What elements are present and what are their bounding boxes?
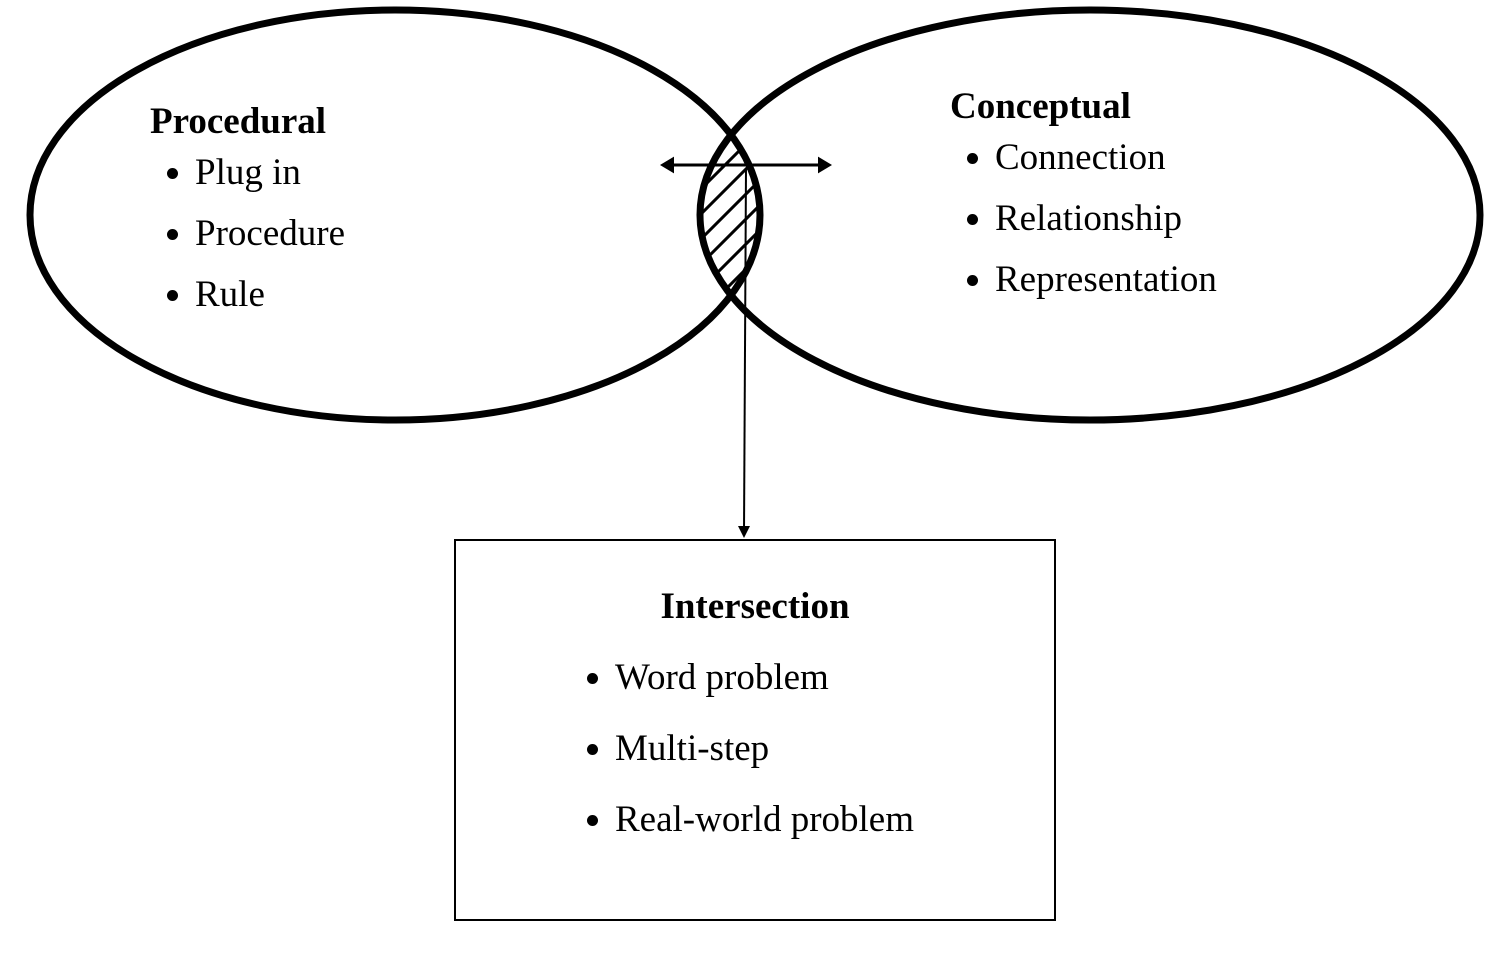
procedural-ellipse bbox=[30, 10, 760, 420]
intersection-box-content: Intersection Word problem Multi-step Real-… bbox=[485, 585, 1025, 869]
procedural-list: Plug in Procedure Rule bbox=[150, 151, 345, 316]
procedural-item: Rule bbox=[195, 273, 345, 316]
intersection-list: Word problem Multi-step Real-world problem bbox=[485, 656, 1025, 841]
intersection-item: Real-world problem bbox=[615, 798, 1025, 841]
procedural-title: Procedural bbox=[150, 100, 345, 143]
procedural-item: Procedure bbox=[195, 212, 345, 255]
conceptual-list: Connection Relationship Representation bbox=[950, 136, 1217, 301]
double-arrow bbox=[660, 157, 832, 174]
conceptual-block: Conceptual Connection Relationship Represe… bbox=[950, 85, 1217, 319]
procedural-block: Procedural Plug in Procedure Rule bbox=[150, 100, 345, 334]
connector-arrow bbox=[738, 168, 750, 538]
conceptual-item: Representation bbox=[995, 258, 1217, 301]
intersection-item: Word problem bbox=[615, 656, 1025, 699]
conceptual-item: Relationship bbox=[995, 197, 1217, 240]
conceptual-title: Conceptual bbox=[950, 85, 1217, 128]
intersection-item: Multi-step bbox=[615, 727, 1025, 770]
conceptual-item: Connection bbox=[995, 136, 1217, 179]
intersection-hatching bbox=[650, 0, 810, 590]
venn-diagram-container: Procedural Plug in Procedure Rule Conceptu… bbox=[0, 0, 1508, 959]
procedural-item: Plug in bbox=[195, 151, 345, 194]
intersection-title: Intersection bbox=[485, 585, 1025, 628]
